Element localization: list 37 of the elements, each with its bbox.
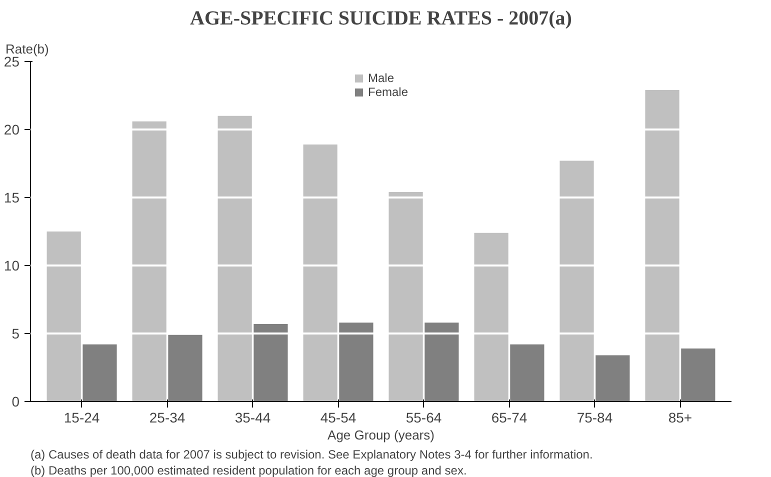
y-tick-label: 5 <box>12 326 20 342</box>
bar <box>681 348 716 402</box>
y-tick-label: 0 <box>12 394 20 410</box>
bar <box>82 344 117 402</box>
x-tick-label: 55-64 <box>406 410 442 426</box>
text: (b) Deaths per 100,000 estimated resident population for each age group and sex. <box>30 464 467 477</box>
x-tick-label: 25-34 <box>149 410 186 426</box>
x-axis-title: Age Group (years) <box>328 428 434 442</box>
bar <box>424 322 459 402</box>
bar <box>339 322 374 402</box>
x-tick-label: 85+ <box>668 410 692 426</box>
y-tick-label: 15 <box>4 190 20 206</box>
x-tick-label: 15-24 <box>64 410 100 426</box>
y-tick-label: 25 <box>4 54 20 70</box>
bar <box>645 90 680 402</box>
chart-title: AGE-SPECIFIC SUICIDE RATES - 2007(a) <box>190 8 572 30</box>
x-tick-label: 45-54 <box>320 410 356 426</box>
y-tick-label: 20 <box>4 122 20 138</box>
legend-label: Female <box>368 85 408 99</box>
bar <box>388 192 423 402</box>
y-tick-label: 10 <box>4 258 20 274</box>
bar <box>168 334 202 402</box>
bar <box>254 324 288 402</box>
bar <box>560 160 594 402</box>
bar <box>474 232 508 402</box>
x-tick-label: 65-74 <box>491 410 528 426</box>
bar <box>596 355 630 402</box>
bar <box>510 344 544 402</box>
y-axis-title: Rate(b) <box>6 42 49 56</box>
bar <box>303 144 338 402</box>
x-tick-label: 75-84 <box>576 410 613 426</box>
legend-label: Male <box>368 71 394 85</box>
text: (a) Causes of death data for 2007 is subject to revision. See Explanatory Notes 3-4 for further information. <box>30 448 593 462</box>
bar <box>218 116 252 402</box>
bar <box>132 121 166 402</box>
bar <box>46 232 81 402</box>
x-tick-label: 35-44 <box>234 410 271 426</box>
